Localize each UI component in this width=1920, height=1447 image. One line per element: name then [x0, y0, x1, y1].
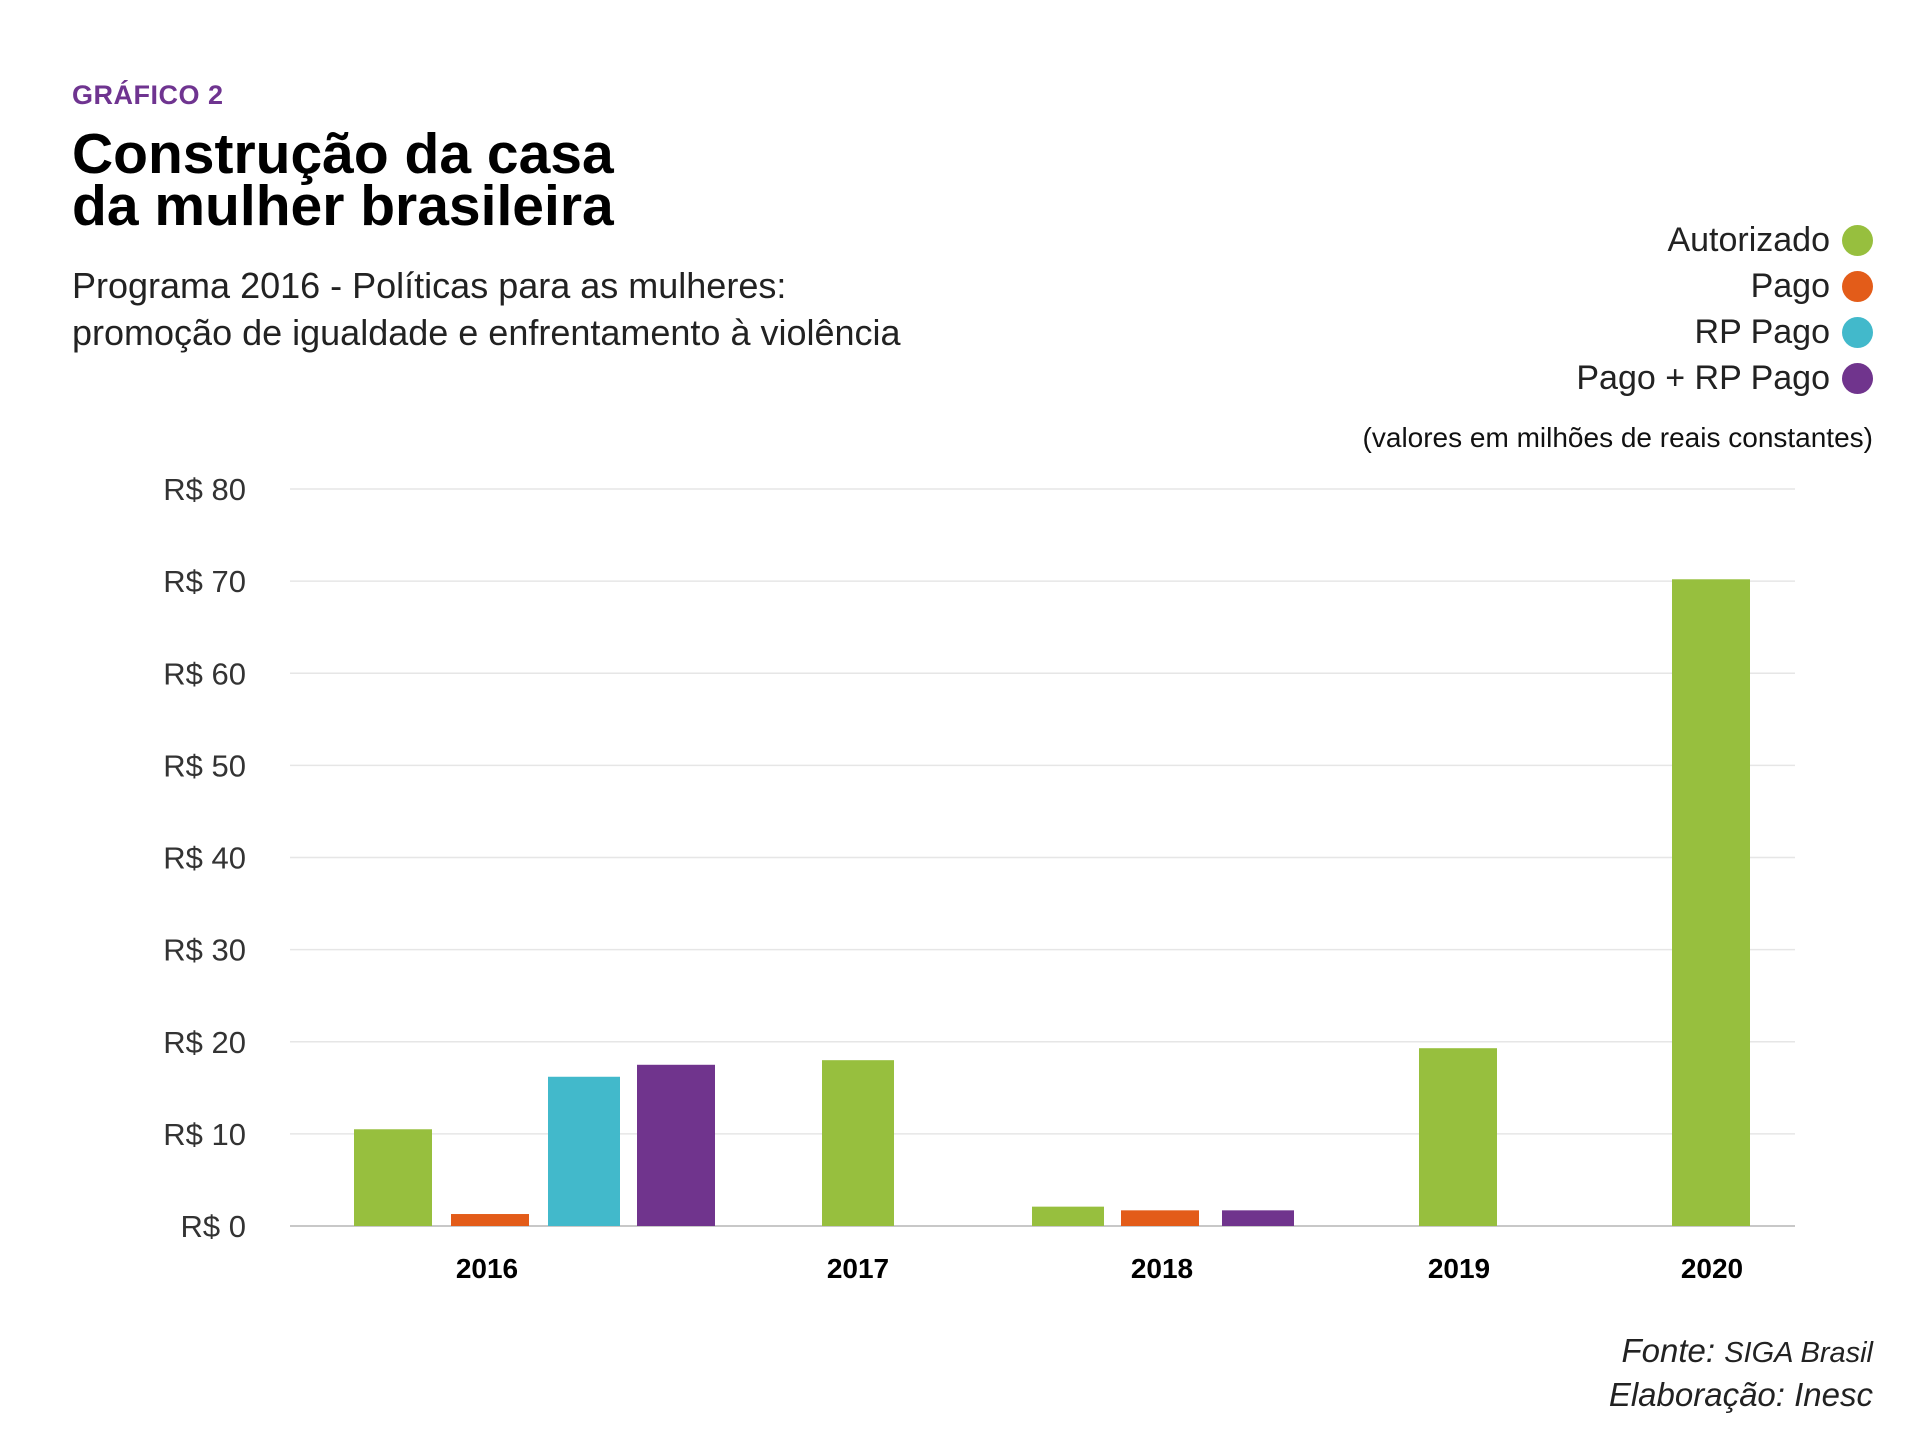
bar-2018-pago-rp-pago — [1222, 1210, 1294, 1226]
source-fonte: Fonte: SIGA Brasil — [1609, 1330, 1873, 1374]
bar-2018-autorizado — [1032, 1206, 1104, 1226]
legend-item-autorizado: Autorizado — [1667, 222, 1873, 258]
y-tick-label-40: R$ 40 — [163, 841, 246, 876]
x-tick-label-2019: 2019 — [1428, 1253, 1490, 1284]
chart-subtitle: Programa 2016 - Políticas para as mulher… — [72, 262, 901, 356]
y-tick-label-30: R$ 30 — [163, 933, 246, 968]
bar-2020-autorizado — [1672, 579, 1750, 1226]
y-tick-label-60: R$ 60 — [163, 656, 246, 691]
bar-2016-pago — [451, 1214, 529, 1226]
chart-subtitle-line-1: Programa 2016 - Políticas para as mulher… — [72, 265, 787, 306]
bar-2016-pago-rp-pago — [637, 1064, 715, 1226]
legend-item-pago: Pago — [1751, 268, 1873, 304]
bar-2016-rp-pago — [548, 1076, 620, 1226]
chart-title-line-1: Construção da casa — [72, 122, 614, 186]
legend-item-pago-rp-pago: Pago + RP Pago — [1576, 360, 1873, 396]
chart-title-line-2: da mulher brasileira — [72, 174, 614, 238]
bar-2018-pago — [1121, 1210, 1199, 1226]
bar-2019-autorizado — [1419, 1048, 1497, 1226]
legend-label-pago-rp-pago: Pago + RP Pago — [1576, 359, 1830, 397]
x-tick-label-2016: 2016 — [456, 1253, 518, 1284]
x-tick-label-2020: 2020 — [1681, 1253, 1743, 1284]
bar-2016-autorizado — [354, 1129, 432, 1226]
chart-subtitle-line-2: promoção de igualdade e enfrentamento à … — [72, 312, 901, 353]
source-elaboracao: Elaboração: Inesc — [1608, 1376, 1873, 1413]
bar-2017-autorizado — [822, 1060, 894, 1226]
x-tick-label-2017: 2017 — [827, 1253, 889, 1284]
chart-title: Construção da casa da mulher brasileira — [72, 122, 614, 238]
y-tick-label-10: R$ 10 — [163, 1117, 246, 1152]
chart-legend: Autorizado Pago RP Pago Pago + RP Pago — [1576, 222, 1873, 396]
legend-item-rp-pago: RP Pago — [1695, 314, 1873, 350]
legend-label-pago: Pago — [1750, 267, 1830, 305]
chart-kicker: GRÁFICO 2 — [72, 80, 224, 110]
legend-label-rp-pago: RP Pago — [1694, 313, 1830, 351]
source-fonte-value: SIGA Brasil — [1724, 1337, 1873, 1369]
y-tick-label-0: R$ 0 — [181, 1209, 246, 1244]
legend-label-autorizado: Autorizado — [1667, 221, 1830, 259]
units-note: (valores em milhões de reais constantes) — [1362, 422, 1873, 453]
y-tick-label-50: R$ 50 — [163, 748, 246, 783]
legend-swatch-pago-rp-pago — [1842, 362, 1873, 394]
source-note: Fonte: SIGA Brasil Elaboração: Inesc — [1609, 1330, 1873, 1416]
y-tick-label-80: R$ 80 — [163, 472, 246, 507]
legend-swatch-pago — [1842, 270, 1873, 302]
y-tick-label-70: R$ 70 — [163, 564, 246, 599]
y-tick-label-20: R$ 20 — [163, 1025, 246, 1060]
legend-swatch-autorizado — [1842, 224, 1873, 256]
source-fonte-label: Fonte: — [1621, 1332, 1716, 1369]
x-tick-label-2018: 2018 — [1131, 1253, 1193, 1284]
legend-swatch-rp-pago — [1842, 316, 1873, 348]
